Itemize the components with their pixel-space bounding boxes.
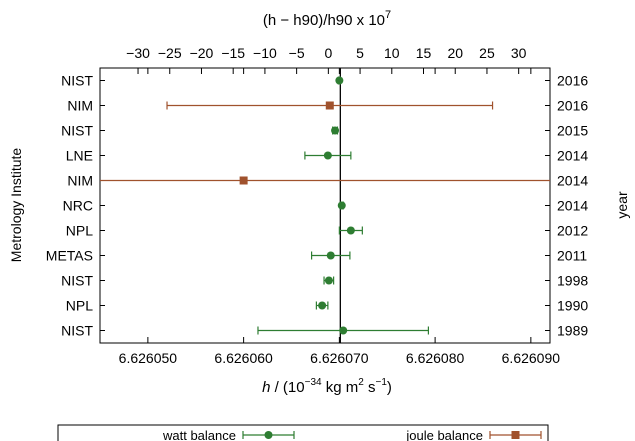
x-tick-label: 6.626080 [406, 350, 465, 366]
top-tick-label: 25 [479, 45, 495, 61]
institute-label: NPL [66, 298, 93, 314]
institute-label: NRC [63, 198, 93, 214]
institute-label: NIST [61, 273, 93, 289]
institute-label: METAS [46, 248, 93, 264]
year-label: 1989 [557, 323, 588, 339]
legend-label: joule balance [405, 428, 483, 441]
institute-label: LNE [66, 148, 93, 164]
x-axis-label: h / (10−34 kg m2 s−1) [262, 377, 392, 396]
year-label: 2014 [557, 148, 588, 164]
legend: watt balance joule balance [57, 424, 549, 441]
year-label: 2015 [557, 123, 588, 139]
top-tick-label: 15 [416, 45, 432, 61]
data-row: LNE 2014 [66, 148, 589, 164]
data-row: NIST 1998 [61, 273, 588, 289]
data-row: NIST 2016 [61, 73, 588, 89]
data-point-circle [331, 126, 340, 135]
legend-box [57, 424, 549, 441]
x-tick-label: 6.626090 [502, 350, 561, 366]
data-point-square [239, 176, 248, 185]
top-tick-label: −20 [190, 45, 214, 61]
data-row: NPL 1990 [66, 298, 589, 314]
x-tick-label: 6.626070 [310, 350, 369, 366]
data-point-circle [318, 301, 327, 310]
data-row: NIST 1989 [61, 323, 588, 339]
top-tick-label: −25 [158, 45, 182, 61]
data-row: NPL 2012 [66, 223, 589, 239]
year-label: 1998 [557, 273, 588, 289]
y-axis-label-right: year [614, 191, 630, 219]
year-label: 1990 [557, 298, 588, 314]
top-tick-label: −5 [289, 45, 305, 61]
legend-marker-square [511, 431, 520, 439]
data-row: NRC 2014 [63, 198, 589, 214]
legend-label: watt balance [162, 428, 236, 441]
top-tick-label: 30 [511, 45, 527, 61]
data-row: NIM 2016 [67, 98, 588, 114]
legend-marker-circle [264, 431, 273, 439]
top-tick-label: 5 [356, 45, 364, 61]
top-axis-title: (h − h90)/h90 x 107 [263, 9, 391, 29]
top-tick-label: −10 [253, 45, 277, 61]
y-axis-label-left: Metrology Institute [8, 148, 24, 263]
top-tick-label: −15 [221, 45, 245, 61]
institute-label: NIST [61, 73, 93, 89]
year-label: 2012 [557, 223, 588, 239]
year-label: 2014 [557, 198, 588, 214]
top-tick-label: 10 [384, 45, 400, 61]
year-label: 2016 [557, 98, 588, 114]
bottom-axis-ticks: 6.626050 6.626060 6.626070 6.626080 6.626090 [119, 68, 561, 366]
top-tick-label: 20 [447, 45, 463, 61]
institute-label: NPL [66, 223, 93, 239]
institute-label: NIST [61, 323, 93, 339]
institute-label: NIM [67, 98, 93, 114]
data-point-circle [326, 251, 335, 260]
year-label: 2011 [557, 248, 587, 264]
data-point-circle [335, 76, 344, 85]
institute-label: NIM [67, 173, 93, 189]
data-point-circle [339, 326, 348, 335]
year-label: 2016 [557, 73, 588, 89]
data-point-circle [323, 151, 332, 160]
institute-label: NIST [61, 123, 93, 139]
data-row: NIM 2014 [67, 173, 588, 189]
data-row: METAS 2011 [46, 248, 588, 264]
data-point-circle [324, 276, 333, 285]
top-tick-label: −30 [126, 45, 150, 61]
top-axis-ticks: −30 −25 −20 −15 −10 −5 0 5 10 15 20 25 30 [126, 45, 527, 74]
x-tick-label: 6.626060 [214, 350, 273, 366]
data-point-circle [337, 201, 346, 210]
top-tick-label: 0 [324, 45, 332, 61]
data-point-circle [346, 226, 355, 235]
data-point-square [325, 101, 334, 110]
year-label: 2014 [557, 173, 588, 189]
data-row: NIST 2015 [61, 123, 588, 139]
x-tick-label: 6.626050 [119, 350, 178, 366]
